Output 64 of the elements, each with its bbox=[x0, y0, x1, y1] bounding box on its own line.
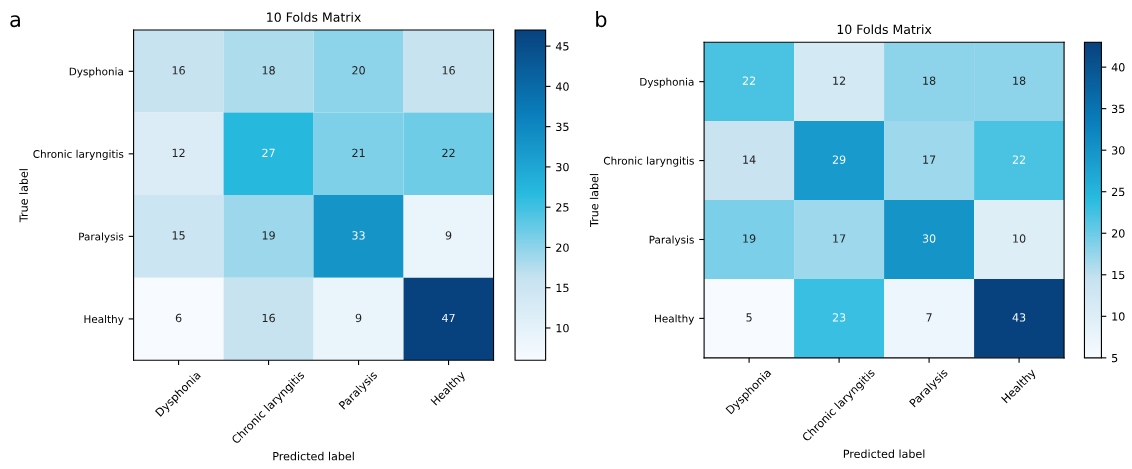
data-label: 43 bbox=[1012, 313, 1026, 322]
data-label: 23 bbox=[832, 313, 846, 322]
text: a bbox=[10, 15, 20, 28]
x-axis-title: Predicted label bbox=[273, 451, 354, 461]
color-bar-label: 10 bbox=[556, 323, 569, 333]
data-label: 19 bbox=[743, 234, 756, 243]
y-tick-label: Healthy bbox=[84, 314, 124, 326]
y-tick-label: Chronic laryngitis bbox=[603, 156, 694, 167]
y-axis-title: True label bbox=[19, 169, 28, 223]
data-label: 16 bbox=[172, 66, 185, 75]
data-label: 33 bbox=[352, 231, 365, 240]
color-bar-label: 20 bbox=[556, 243, 569, 252]
color-bar-label: 30 bbox=[556, 162, 569, 172]
data-label: 9 bbox=[355, 313, 362, 323]
data-label: 12 bbox=[833, 76, 846, 85]
data-label: 17 bbox=[923, 155, 936, 164]
color-bar-label: 40 bbox=[1111, 63, 1125, 72]
data-label: 20 bbox=[352, 66, 365, 75]
x-axis-title: Predicted label bbox=[843, 449, 925, 459]
data-label: 21 bbox=[352, 148, 365, 157]
y-tick-label: Paralysis bbox=[649, 235, 694, 246]
color-bar-label: 35 bbox=[1112, 104, 1125, 114]
color-bar-label: 5 bbox=[1112, 353, 1118, 363]
y-tick-label: Dysphonia bbox=[69, 67, 123, 78]
y-tick-label: Dysphonia bbox=[640, 77, 694, 88]
data-label: 17 bbox=[833, 234, 846, 243]
data-label: 16 bbox=[262, 313, 275, 323]
data-label: 18 bbox=[923, 76, 936, 85]
y-axis-title: True label bbox=[589, 174, 599, 228]
y-tick-label: Chronic laryngitis bbox=[33, 149, 124, 160]
data-label: 18 bbox=[262, 66, 275, 75]
y-tick-label: Healthy bbox=[655, 314, 695, 325]
color-bar-label: 15 bbox=[556, 283, 569, 293]
data-label: 22 bbox=[442, 148, 455, 157]
data-label: 9 bbox=[445, 231, 452, 240]
text: b bbox=[596, 11, 607, 28]
data-label: 19 bbox=[262, 231, 275, 240]
color-bar-label: 40 bbox=[555, 82, 569, 91]
color-bar-label: 30 bbox=[1112, 146, 1125, 155]
color-bar-label: 20 bbox=[1111, 229, 1125, 238]
data-label: 15 bbox=[172, 231, 185, 240]
color-bar-label: 25 bbox=[556, 203, 569, 212]
color-bar-label: 35 bbox=[556, 122, 569, 132]
data-label: 7 bbox=[926, 313, 932, 322]
data-label: 29 bbox=[832, 155, 846, 164]
data-label: 18 bbox=[1013, 76, 1026, 85]
y-tick-label: Paralysis bbox=[79, 232, 124, 243]
data-label: 12 bbox=[172, 148, 185, 157]
color-bar-label: 25 bbox=[1111, 187, 1125, 197]
data-label: 5 bbox=[746, 313, 752, 322]
data-label: 47 bbox=[442, 313, 455, 322]
data-label: 22 bbox=[1012, 155, 1026, 164]
color-bar-label: 10 bbox=[1112, 312, 1125, 321]
color-bar-label: 15 bbox=[1112, 270, 1125, 280]
color-bar-label: 45 bbox=[555, 42, 569, 51]
data-label: 16 bbox=[442, 66, 455, 75]
data-label: 22 bbox=[742, 76, 756, 85]
data-label: 14 bbox=[743, 155, 756, 164]
data-label: 27 bbox=[262, 148, 275, 157]
data-label: 6 bbox=[175, 313, 182, 323]
data-label: 30 bbox=[922, 234, 936, 243]
chart-title: 10 Folds Matrix bbox=[267, 12, 361, 22]
chart-title: 10 Folds Matrix bbox=[837, 24, 932, 35]
data-label: 10 bbox=[1013, 234, 1026, 243]
